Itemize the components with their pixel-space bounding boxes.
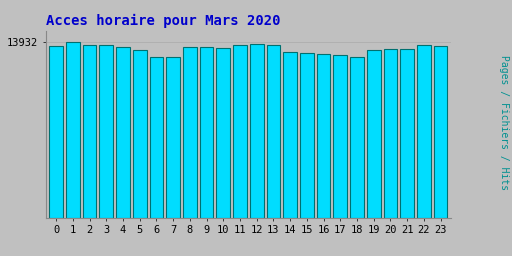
Bar [434,46,447,218]
Bar [417,45,431,218]
Bar [217,48,230,218]
Bar [367,50,380,218]
Bar [317,54,330,218]
Bar [300,53,314,218]
Bar [183,47,197,218]
Bar [383,49,397,218]
Bar [283,51,297,218]
Bar [233,45,247,218]
Bar [99,45,113,218]
Bar [150,57,163,218]
Bar [333,55,347,218]
Bar [82,45,96,218]
Bar [116,47,130,218]
Bar [166,57,180,218]
Bar [267,45,280,218]
Bar [49,46,63,218]
Bar [400,49,414,218]
Bar [133,50,146,218]
Bar [250,44,264,218]
Text: Acces horaire pour Mars 2020: Acces horaire pour Mars 2020 [46,14,281,28]
Text: Pages / Fichiers / Hits: Pages / Fichiers / Hits [499,55,509,190]
Bar [66,42,80,218]
Bar [200,47,214,218]
Bar [350,57,364,218]
